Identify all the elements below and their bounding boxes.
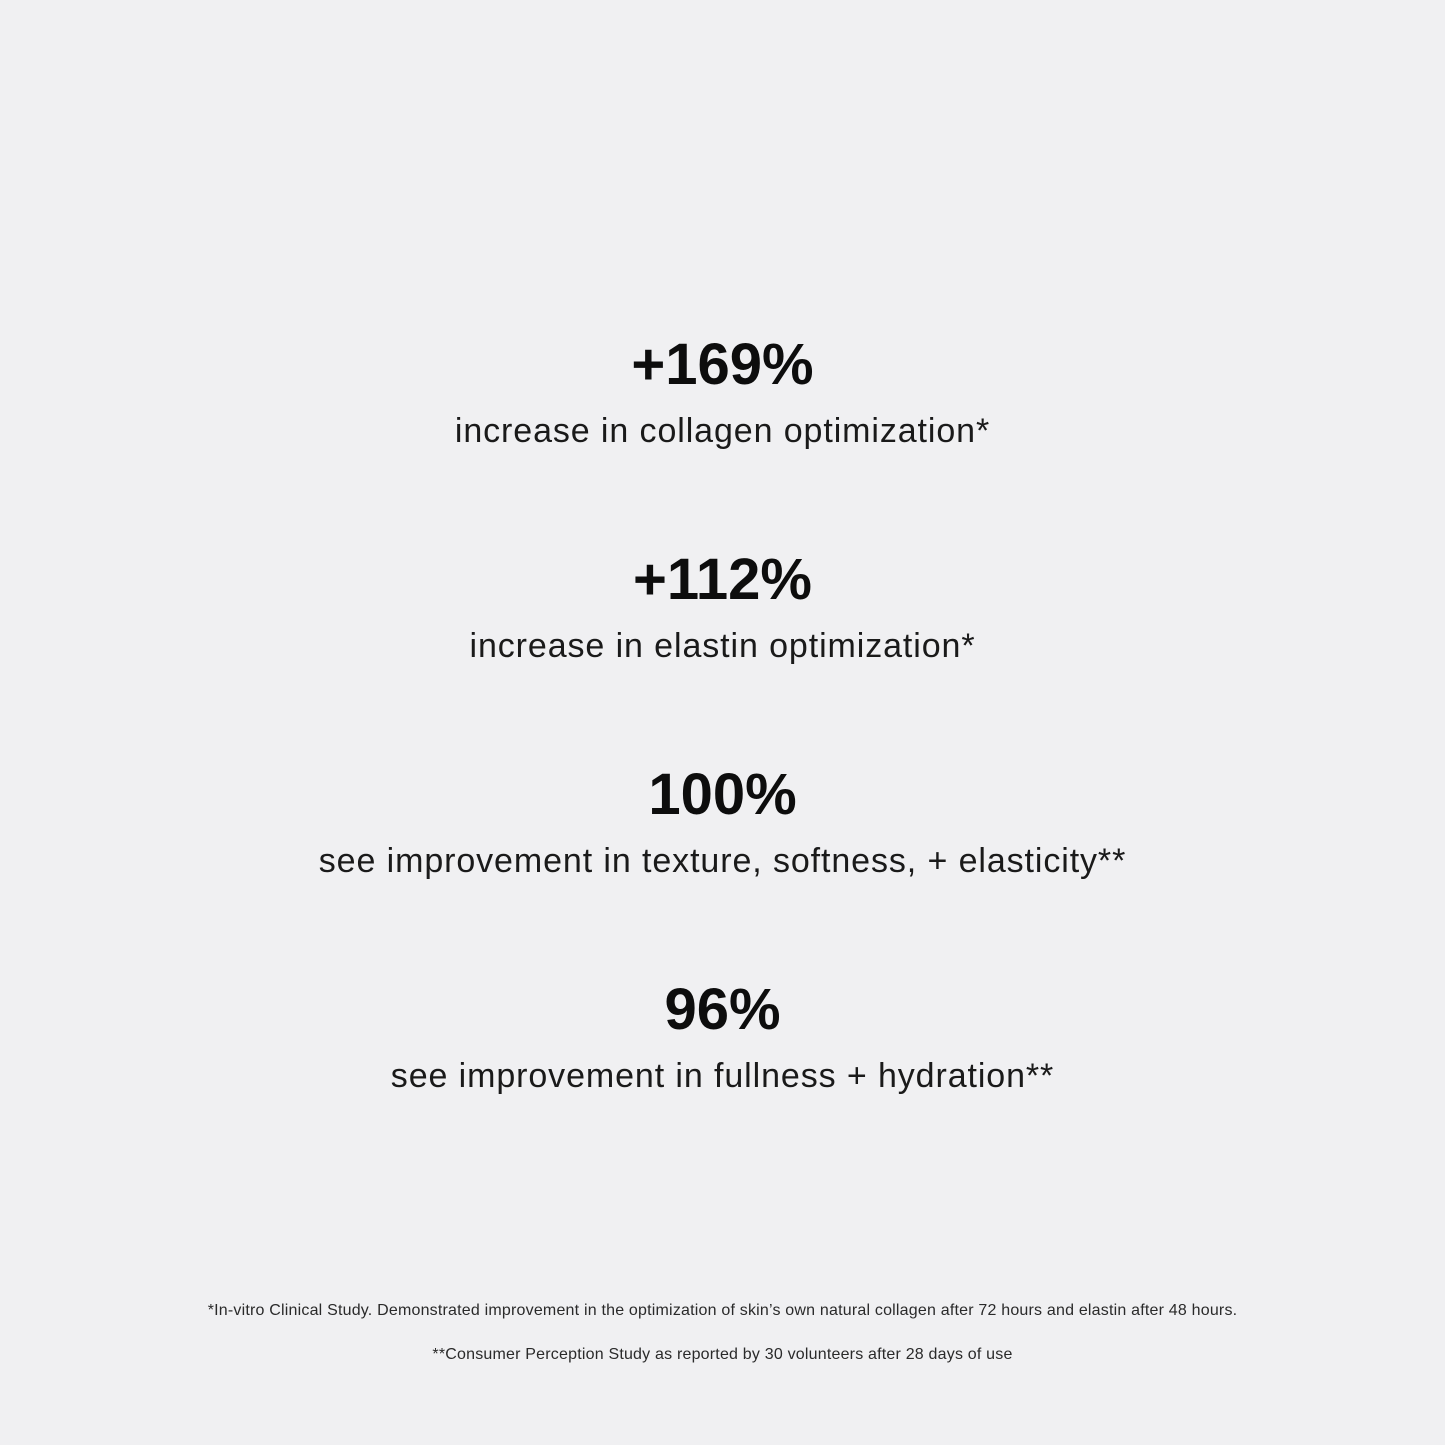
stat-description: increase in elastin optimization* bbox=[469, 627, 976, 665]
stat-description: see improvement in fullness + hydration*… bbox=[390, 1057, 1055, 1095]
footnote-consumer-study: **Consumer Perception Study as reported … bbox=[432, 1346, 1013, 1363]
stat-description: increase in collagen optimization* bbox=[454, 412, 991, 450]
stat-elastin: +112% increase in elastin optimization* bbox=[0, 550, 1445, 666]
stat-value: 96% bbox=[664, 977, 781, 1042]
stat-value: +112% bbox=[632, 547, 812, 612]
stat-description: see improvement in texture, softness, + … bbox=[318, 842, 1127, 880]
stat-collagen: +169% increase in collagen optimization* bbox=[0, 335, 1445, 451]
stat-fullness: 96% see improvement in fullness + hydrat… bbox=[0, 980, 1445, 1096]
stat-texture: 100% see improvement in texture, softnes… bbox=[0, 765, 1445, 881]
footnote-in-vitro: *In-vitro Clinical Study. Demonstrated i… bbox=[207, 1302, 1238, 1319]
stat-value: 100% bbox=[648, 762, 797, 827]
stat-value: +169% bbox=[631, 332, 814, 397]
